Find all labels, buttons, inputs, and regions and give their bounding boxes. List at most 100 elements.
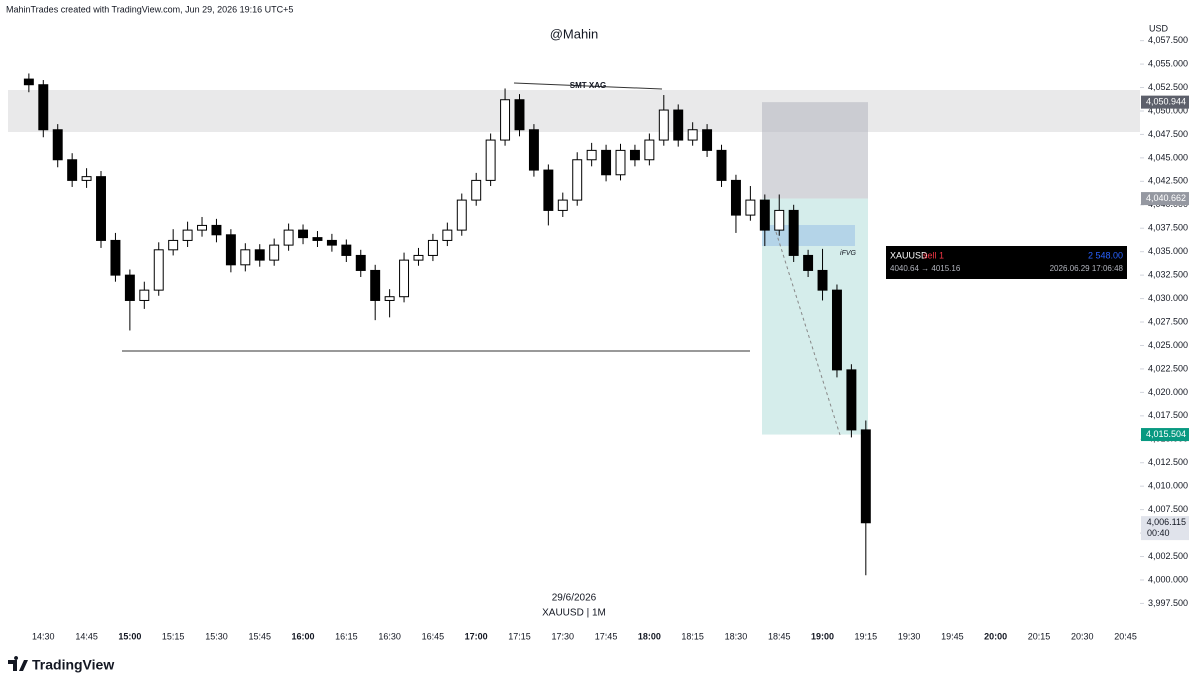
x-tick-label: 15:15 xyxy=(162,631,185,641)
candle-body xyxy=(644,139,655,161)
candle-body xyxy=(52,129,63,161)
y-tick-label: 4,055.000 xyxy=(1148,58,1188,68)
currency: USD xyxy=(1149,23,1169,33)
candle-body xyxy=(124,274,135,301)
y-tick-label: 4,045.000 xyxy=(1148,152,1188,162)
candle-body xyxy=(658,109,669,141)
y-tick-label: 4,000.000 xyxy=(1148,574,1188,584)
candle-body xyxy=(500,99,511,141)
y-tick-label: 4,047.500 xyxy=(1148,129,1188,139)
candle-body xyxy=(629,149,640,161)
y-tick-label: 4,037.500 xyxy=(1148,223,1188,233)
date: 29/6/2026 xyxy=(552,593,597,604)
candle-body xyxy=(96,176,106,241)
candle-body xyxy=(283,229,294,246)
price-label: 4,050.944 xyxy=(1146,97,1186,107)
x-tick-label: 19:30 xyxy=(898,631,921,641)
candle-body xyxy=(211,224,222,236)
x-tick-label: 15:00 xyxy=(118,631,141,641)
x-tick-label: 17:15 xyxy=(508,631,531,641)
candle-body xyxy=(528,129,539,171)
candle-body xyxy=(615,149,626,176)
candle-body xyxy=(716,149,727,181)
price-label-bg xyxy=(1141,516,1189,541)
candle-body xyxy=(601,149,612,176)
candle-body xyxy=(572,159,583,201)
candle-body xyxy=(442,229,453,241)
trade-amount: 2 548.00 xyxy=(1088,250,1123,260)
x-tick-label: 14:30 xyxy=(32,631,55,641)
y-tick-label: 4,027.500 xyxy=(1148,316,1188,326)
candle-body xyxy=(197,224,207,231)
y-tick-label: 4,032.500 xyxy=(1148,270,1188,280)
brand: TradingView xyxy=(32,657,114,673)
y-tick-label: 3,997.500 xyxy=(1148,598,1188,608)
x-tick-label: 18:15 xyxy=(681,631,704,641)
candle-body xyxy=(341,244,352,256)
candles xyxy=(23,73,871,576)
candle-body xyxy=(427,239,438,256)
candle-body xyxy=(312,237,323,241)
candle-body xyxy=(38,84,49,131)
watermark: @Mahin xyxy=(550,26,599,41)
trade-symbol: XAUUSD xyxy=(890,250,928,260)
candle-body xyxy=(860,429,871,524)
countdown: 00:40 xyxy=(1147,528,1170,538)
x-tick-label: 19:15 xyxy=(855,631,878,641)
candle-body xyxy=(846,369,857,431)
y-tick-label: 4,022.500 xyxy=(1148,363,1188,373)
logo-mark xyxy=(8,656,28,671)
candle-body xyxy=(759,199,770,231)
candle-body xyxy=(831,289,842,371)
candle-body xyxy=(456,199,467,231)
y-tick-label: 4,007.500 xyxy=(1148,504,1188,514)
candle-body xyxy=(139,289,150,301)
x-tick-label: 18:45 xyxy=(768,631,791,641)
candle-body xyxy=(225,234,236,266)
candle-body xyxy=(673,109,684,141)
candle-body xyxy=(586,149,597,161)
price-label: 4,006.115 xyxy=(1147,517,1186,527)
price-label-bg xyxy=(1141,95,1189,109)
x-tick-label: 19:45 xyxy=(941,631,964,641)
credit: MahinTrades created with TradingView.com… xyxy=(6,4,293,14)
trade-time: 2026.06.29 17:06:48 xyxy=(1050,264,1124,273)
candle-body xyxy=(702,129,713,151)
candle-body xyxy=(67,159,78,181)
candle-body xyxy=(730,179,741,216)
candle-body xyxy=(745,199,756,216)
y-tick-label: 4,030.000 xyxy=(1148,293,1188,303)
trade-route: 4040.64 → 4015.16 xyxy=(890,264,961,273)
candle-body xyxy=(182,229,193,241)
candle-body xyxy=(254,249,265,261)
trade-box-bg xyxy=(886,246,1127,279)
y-tick-label: 4,050.000 xyxy=(1148,105,1188,115)
logo: TradingView xyxy=(8,656,114,673)
x-tick-label: 20:15 xyxy=(1028,631,1051,641)
candle-body xyxy=(803,254,814,271)
candle-body xyxy=(543,169,554,211)
candle-body xyxy=(326,239,337,246)
smt-line xyxy=(513,82,663,90)
x-tick-label: 15:30 xyxy=(205,631,228,641)
x-tick-label: 20:45 xyxy=(1114,631,1137,641)
y-tick-label: 4,020.000 xyxy=(1148,387,1188,397)
x-tick-label: 18:30 xyxy=(725,631,748,641)
stop-zone xyxy=(762,102,868,199)
x-tick-label: 14:45 xyxy=(75,631,98,641)
x-tick-label: 19:00 xyxy=(811,631,834,641)
x-tick-label: 17:00 xyxy=(465,631,488,641)
candle-body xyxy=(485,139,496,181)
candle-body xyxy=(471,179,482,201)
candle-body xyxy=(110,239,121,276)
candle-body xyxy=(774,209,785,231)
symbol: XAUUSD | 1M xyxy=(542,608,606,619)
x-tick-label: 20:30 xyxy=(1071,631,1094,641)
trade-box: XAUUSD sell 1 2 548.00 4040.64 → 4015.16… xyxy=(886,246,1127,279)
y-tick-label: 4,025.000 xyxy=(1148,340,1188,350)
candle-body xyxy=(413,254,424,261)
candle-body xyxy=(788,209,799,256)
